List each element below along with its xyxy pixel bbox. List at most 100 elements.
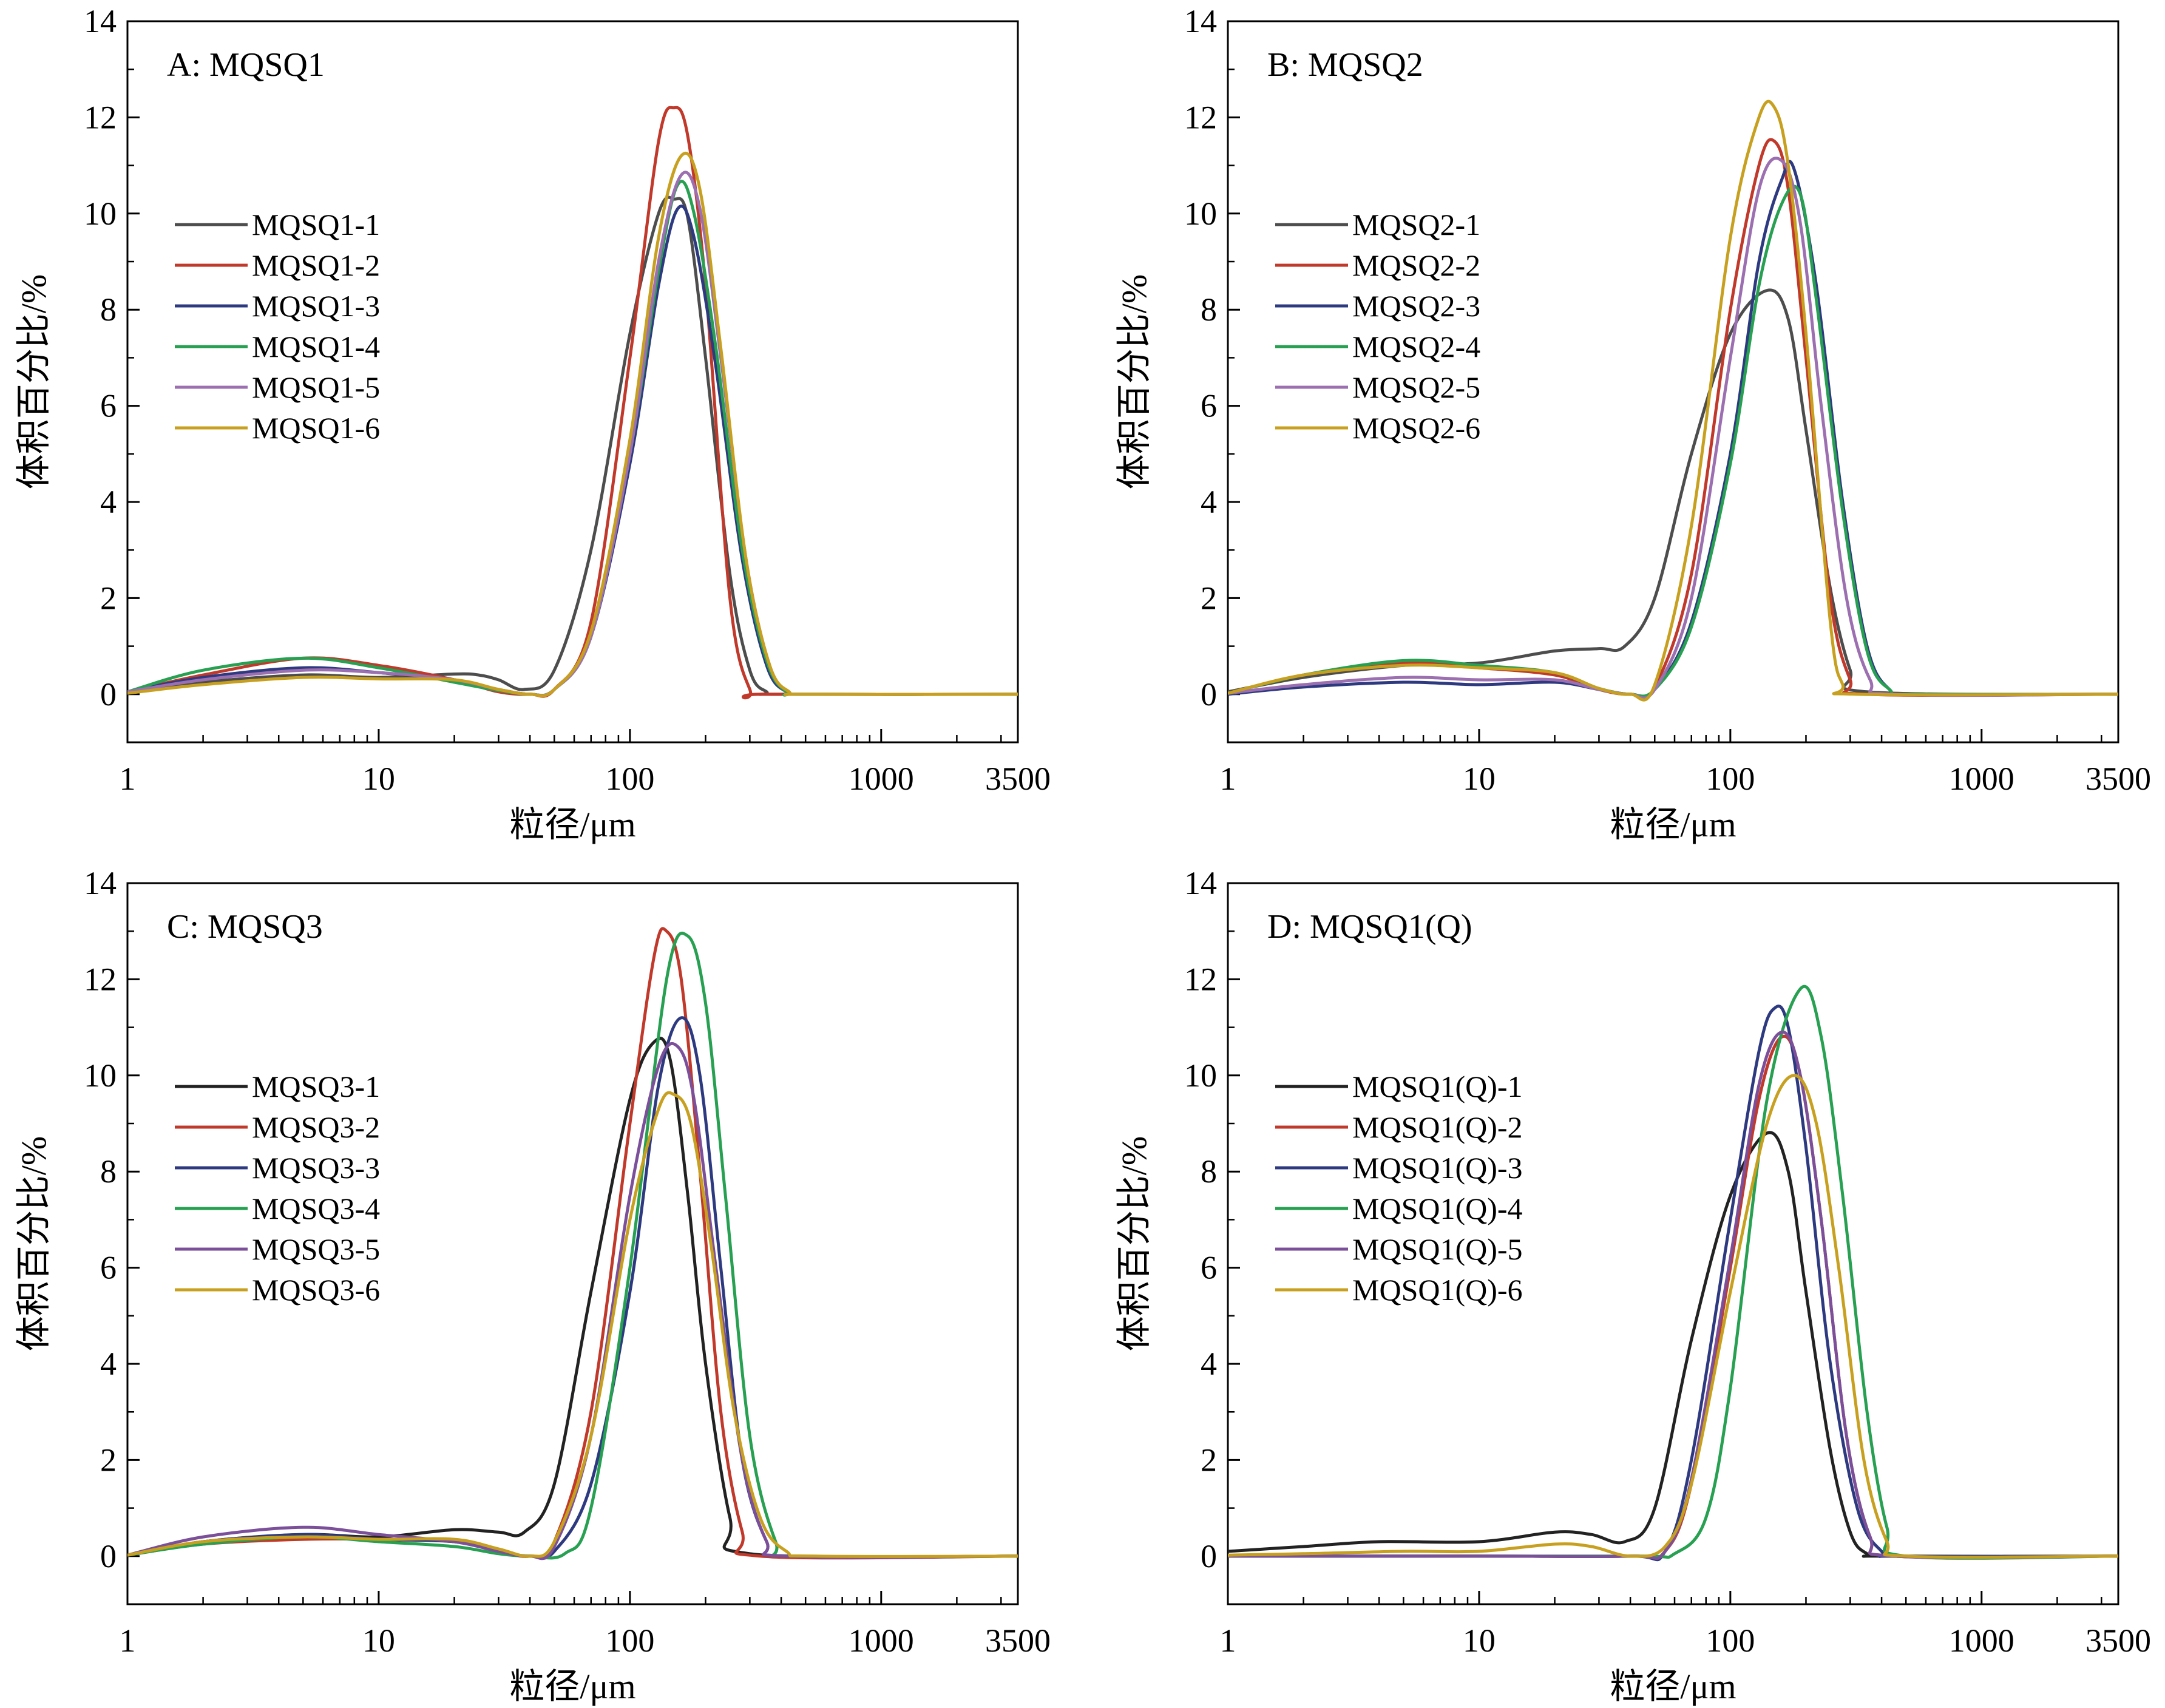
chart-panel-c: 0 2 4 6 8 10 12 14 1 10 100 1000 3500 粒径/μm 体积百分比/% C: … bbox=[14, 865, 1051, 1706]
y-tick-label: 14 bbox=[1184, 865, 1217, 901]
y-tick-label: 4 bbox=[100, 484, 117, 520]
y-tick-label: 10 bbox=[1184, 195, 1217, 232]
series-group bbox=[127, 106, 1018, 700]
y-tick-label: 4 bbox=[100, 1346, 117, 1382]
legend-label: MQSQ3-1 bbox=[252, 1069, 380, 1103]
x-tick-label: 1 bbox=[1220, 761, 1236, 797]
panel-title: D: MQSQ1(Q) bbox=[1267, 908, 1472, 946]
x-tick-label: 1000 bbox=[849, 1622, 914, 1659]
y-tick-label: 14 bbox=[84, 865, 117, 901]
x-tick-label: 10 bbox=[1463, 1622, 1496, 1659]
legend-label: MQSQ3-5 bbox=[252, 1232, 380, 1266]
y-tick-label: 6 bbox=[100, 388, 117, 424]
x-tick-label: 1000 bbox=[1949, 761, 2014, 797]
y-tick-label: 8 bbox=[1201, 291, 1217, 328]
x-tick-label: 1 bbox=[120, 1622, 136, 1659]
y-tick-label: 0 bbox=[100, 676, 117, 713]
x-tick-label: 3500 bbox=[2085, 761, 2151, 797]
legend: MQSQ3-1 MQSQ3-2 MQSQ3-3 MQSQ3-4 MQSQ3-5 MQSQ3… bbox=[175, 1069, 380, 1307]
y-tick-label: 2 bbox=[100, 580, 117, 616]
x-tick-label: 1 bbox=[1220, 1622, 1236, 1659]
y-tick-label: 0 bbox=[1201, 1538, 1217, 1574]
y-tick-label: 10 bbox=[1184, 1057, 1217, 1094]
y-tick-label: 2 bbox=[100, 1442, 117, 1478]
legend-label: MQSQ1(Q)-2 bbox=[1352, 1110, 1523, 1144]
y-tick-label: 0 bbox=[1201, 676, 1217, 713]
legend: MQSQ2-1 MQSQ2-2 MQSQ2-3 MQSQ2-4 MQSQ2-5 MQSQ2… bbox=[1275, 208, 1480, 445]
y-tick-label: 12 bbox=[84, 961, 117, 997]
legend-label: MQSQ3-6 bbox=[252, 1273, 380, 1307]
y-tick-label: 6 bbox=[1201, 1250, 1217, 1286]
legend-label: MQSQ3-3 bbox=[252, 1151, 380, 1185]
legend: MQSQ1-1 MQSQ1-2 MQSQ1-3 MQSQ1-4 MQSQ1-5 MQSQ1… bbox=[175, 208, 380, 445]
legend-label: MQSQ1(Q)-1 bbox=[1352, 1069, 1523, 1103]
legend-label: MQSQ2-4 bbox=[1352, 330, 1480, 364]
x-tick-label: 3500 bbox=[985, 761, 1051, 797]
chart-panel-a: 0 2 4 6 8 10 12 14 1 10 100 1000 3500 粒径/μm 体积百分比/% A: … bbox=[14, 3, 1051, 844]
y-axis-title: 体积百分比/% bbox=[1114, 274, 1154, 489]
series-line-mqsq1-q-1 bbox=[1228, 1131, 2118, 1558]
x-tick-label: 1000 bbox=[1949, 1622, 2014, 1659]
y-tick-label: 12 bbox=[84, 99, 117, 135]
y-tick-label: 12 bbox=[1184, 99, 1217, 135]
x-tick-label: 100 bbox=[1706, 1622, 1755, 1659]
x-tick-label: 1000 bbox=[849, 761, 914, 797]
panel-title: C: MQSQ3 bbox=[167, 908, 323, 946]
x-tick-label: 10 bbox=[1463, 761, 1496, 797]
plot-frame bbox=[126, 882, 1019, 1605]
y-tick-label: 12 bbox=[1184, 961, 1217, 997]
legend-label: MQSQ2-6 bbox=[1352, 411, 1480, 445]
legend-label: MQSQ3-2 bbox=[252, 1110, 380, 1144]
panel-title: B: MQSQ2 bbox=[1267, 46, 1423, 84]
y-tick-label: 4 bbox=[1201, 1346, 1217, 1382]
x-axis-title: 粒径/μm bbox=[509, 805, 635, 844]
y-tick-label: 6 bbox=[100, 1250, 117, 1286]
legend-label: MQSQ1-3 bbox=[252, 289, 380, 323]
y-tick-label: 0 bbox=[100, 1538, 117, 1574]
legend-label: MQSQ1(Q)-4 bbox=[1352, 1191, 1523, 1225]
chart-panel-b: 0 2 4 6 8 10 12 14 1 10 100 1000 3500 粒径/μm 体积百分比/% B: … bbox=[1114, 3, 2151, 844]
y-tick-label: 8 bbox=[100, 1153, 117, 1190]
y-tick-label: 2 bbox=[1201, 1442, 1217, 1478]
y-tick-label: 10 bbox=[84, 195, 117, 232]
series-line-mqsq3-6 bbox=[127, 1091, 1018, 1558]
y-tick-label: 4 bbox=[1201, 484, 1217, 520]
y-tick-label: 14 bbox=[1184, 3, 1217, 39]
series-line-mqsq2-4 bbox=[1228, 185, 2118, 698]
plot-frame bbox=[1227, 20, 2119, 744]
x-tick-label: 100 bbox=[605, 1622, 654, 1659]
y-tick-label: 14 bbox=[84, 3, 117, 39]
legend-label: MQSQ1-4 bbox=[252, 330, 380, 364]
series-line-mqsq1-2 bbox=[127, 106, 1018, 700]
x-tick-label: 1 bbox=[120, 761, 136, 797]
legend-label: MQSQ1-2 bbox=[252, 248, 380, 282]
legend-label: MQSQ2-3 bbox=[1352, 289, 1480, 323]
series-line-mqsq3-4 bbox=[127, 931, 1018, 1560]
series-line-mqsq1-q-6 bbox=[1228, 1074, 2118, 1559]
y-tick-label: 8 bbox=[1201, 1153, 1217, 1190]
y-tick-label: 8 bbox=[100, 291, 117, 328]
legend: MQSQ1(Q)-1 MQSQ1(Q)-2 MQSQ1(Q)-3 MQSQ1(Q)-4… bbox=[1275, 1069, 1523, 1307]
legend-label: MQSQ1(Q)-3 bbox=[1352, 1151, 1523, 1185]
series-line-mqsq3-1 bbox=[127, 1037, 1018, 1559]
series-group bbox=[1228, 984, 2118, 1562]
legend-label: MQSQ1(Q)-5 bbox=[1352, 1232, 1523, 1266]
plot-frame bbox=[126, 20, 1019, 744]
y-axis-title: 体积百分比/% bbox=[14, 274, 53, 489]
y-axis-title: 体积百分比/% bbox=[14, 1136, 53, 1351]
series-group bbox=[1228, 100, 2118, 702]
panel-title: A: MQSQ1 bbox=[167, 46, 325, 84]
legend-label: MQSQ3-4 bbox=[252, 1191, 380, 1225]
legend-label: MQSQ1(Q)-6 bbox=[1352, 1273, 1523, 1307]
series-line-mqsq1-6 bbox=[127, 151, 1018, 697]
legend-label: MQSQ2-1 bbox=[1352, 208, 1480, 242]
legend-label: MQSQ1-5 bbox=[252, 370, 380, 404]
y-tick-label: 2 bbox=[1201, 580, 1217, 616]
x-axis-title: 粒径/μm bbox=[1610, 1667, 1736, 1706]
series-line-mqsq3-5 bbox=[127, 1042, 1018, 1561]
x-tick-label: 100 bbox=[1706, 761, 1755, 797]
x-tick-label: 100 bbox=[605, 761, 654, 797]
legend-label: MQSQ1-6 bbox=[252, 411, 380, 445]
series-group bbox=[127, 927, 1018, 1561]
